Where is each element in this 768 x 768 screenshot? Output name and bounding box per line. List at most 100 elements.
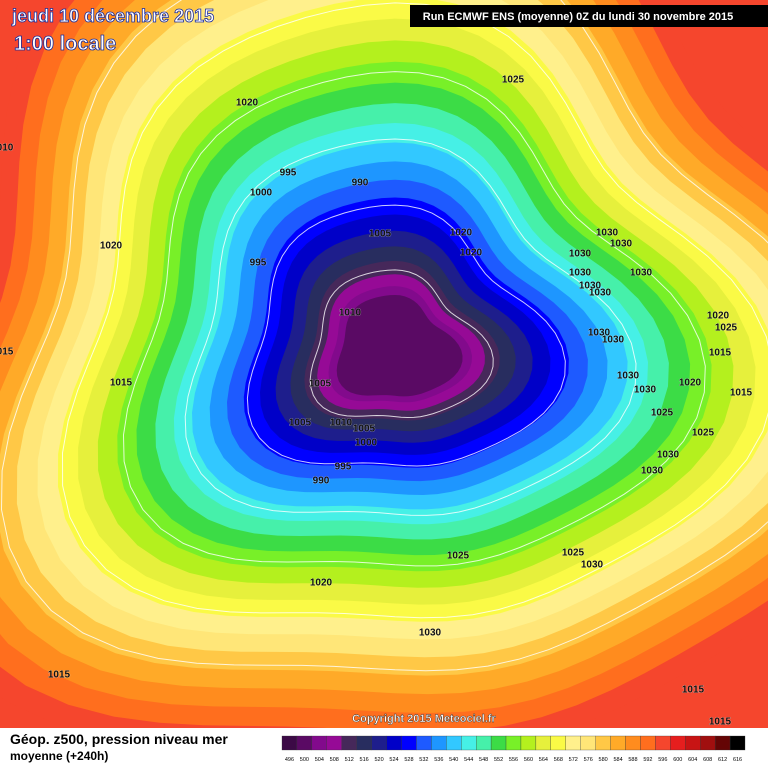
scale-label: 608: [703, 757, 712, 763]
scale-label: 572: [569, 757, 578, 763]
isobar-label: 1025: [715, 323, 738, 334]
run-box: [410, 5, 768, 27]
color-scale: 496 500 504 508 512 516 520 524 528 532 536 540 544 5…: [281, 735, 746, 763]
scale-label: 540: [449, 757, 458, 763]
scale-swatch: [281, 735, 298, 751]
scale-swatch: [505, 735, 522, 751]
isobar-label: 1030: [641, 466, 664, 477]
scale-label: 536: [434, 757, 443, 763]
scale-swatch: [625, 735, 641, 751]
scale-label: 496: [285, 757, 294, 763]
isobar-label: 1015: [709, 348, 732, 359]
scale-swatch: [461, 735, 477, 751]
scale-label: 504: [315, 757, 324, 763]
scale-swatch: [700, 735, 716, 751]
run-info: Run ECMWF ENS (moyenne) 0Z du lundi 30 n…: [423, 11, 734, 23]
scale-swatch: [326, 735, 342, 751]
scale-label: 500: [300, 757, 309, 763]
scale-swatch: [341, 735, 357, 751]
isobar-label: 1030: [657, 450, 680, 461]
isobar-label: 1005: [289, 418, 312, 429]
scale-label: 588: [628, 757, 637, 763]
isobar-label: 1030: [588, 328, 611, 339]
isobar-label: 1020: [450, 228, 473, 239]
scale-swatch: [371, 735, 387, 751]
scale-label: 580: [599, 757, 608, 763]
scale-swatch: [490, 735, 507, 751]
isobar-label: 1030: [630, 268, 653, 279]
scale-swatch: [565, 735, 581, 751]
scale-label: 612: [718, 757, 727, 763]
isobar-label: 1030: [419, 628, 442, 639]
scale-swatch: [386, 735, 402, 751]
isobar-label: 1005: [369, 229, 392, 240]
scale-label: 596: [658, 757, 667, 763]
isobar-label: 1015: [709, 717, 732, 728]
scale-swatch: [296, 735, 313, 751]
isobar-label: 1020: [310, 578, 333, 589]
isobar-label: 1020: [460, 248, 483, 259]
scale-label: 532: [419, 757, 428, 763]
scale-label: 548: [479, 757, 488, 763]
scale-label: 568: [554, 757, 563, 763]
height-band: [336, 295, 463, 397]
scale-swatch: [610, 735, 626, 751]
isobar-label: 1030: [581, 560, 604, 571]
scale-label: 524: [389, 757, 398, 763]
scale-swatch: [535, 735, 551, 751]
isobar: [184, 138, 637, 516]
scale-label: 576: [584, 757, 593, 763]
isobar-label: 1005: [309, 379, 332, 390]
isobar-label: 1015: [682, 685, 705, 696]
isobar: [309, 269, 494, 419]
isobar-label: 1025: [502, 75, 525, 86]
isobar-label: 010: [0, 143, 14, 154]
scale-label: 600: [673, 757, 682, 763]
isobar-label: 995: [335, 462, 352, 473]
isobar-label: 1025: [447, 551, 470, 562]
scale-label: 516: [360, 757, 369, 763]
isobar-label: 1020: [707, 311, 730, 322]
isobar-label: 1030: [569, 268, 592, 279]
isobar-label: 1010: [339, 308, 362, 319]
isobar: [122, 71, 706, 567]
scale-label: 520: [374, 757, 383, 763]
isobar-label: 1030: [569, 249, 592, 260]
scale-swatch: [476, 735, 492, 751]
scale-label: 584: [613, 757, 622, 763]
scale-label: 592: [643, 757, 652, 763]
scale-label: 604: [688, 757, 697, 763]
scale-swatch: [311, 735, 327, 751]
isobar-label: 1015: [730, 388, 753, 399]
scale-label: 616: [733, 757, 742, 763]
scale-swatch: [520, 735, 537, 751]
footer-subtitle: moyenne (+240h): [10, 749, 108, 763]
isobar-label: 990: [352, 178, 369, 189]
scale-swatch: [640, 735, 656, 751]
isobar-labels: 1025102001099599010001005102010201030103…: [0, 74, 753, 728]
scale-swatch: [401, 735, 417, 751]
scale-label: 552: [494, 757, 503, 763]
scale-label: 544: [464, 757, 473, 763]
isobar-label: 1030: [579, 281, 602, 292]
scale-swatch: [595, 735, 611, 751]
isobar-label: 1010: [330, 418, 353, 429]
isobar-label: 995: [250, 258, 267, 269]
isobar-label: 1030: [596, 228, 619, 239]
isobar-label: 1025: [692, 428, 715, 439]
scale-swatch: [416, 735, 432, 751]
isobar-label: 1030: [634, 385, 657, 396]
scale-swatch: [685, 735, 701, 751]
scale-label: 508: [330, 757, 339, 763]
scale-label: 560: [524, 757, 533, 763]
isobar-label: 1030: [589, 288, 612, 299]
isobar-label: 1020: [236, 98, 259, 109]
isobar: [246, 204, 566, 467]
scale-swatch: [446, 735, 462, 751]
isobar-label: 1030: [610, 239, 633, 250]
scale-swatch: [550, 735, 566, 751]
isobar-label: 1025: [651, 408, 674, 419]
scale-label: 564: [539, 757, 548, 763]
